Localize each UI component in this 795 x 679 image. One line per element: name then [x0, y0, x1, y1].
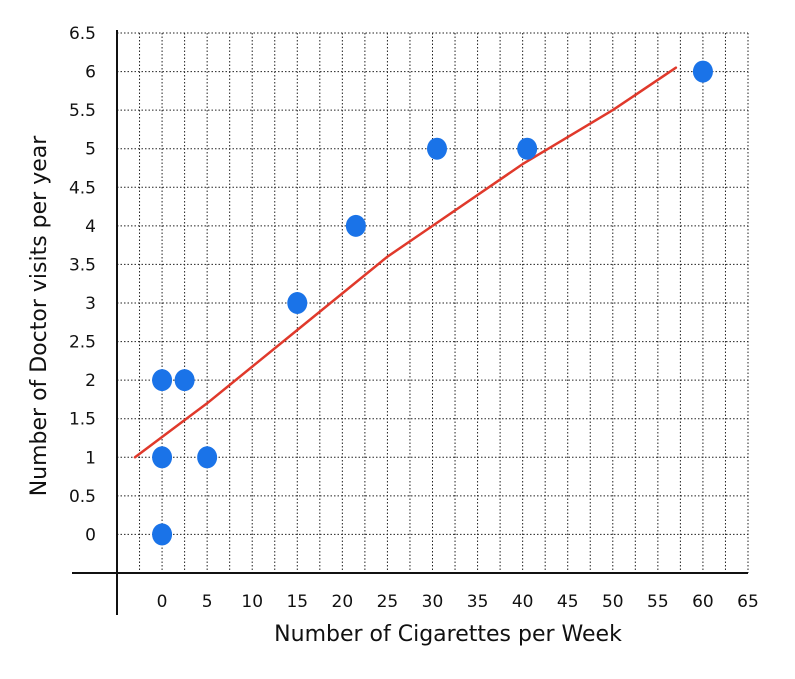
x-tick-label: 20: [332, 592, 354, 612]
x-tick-label: 10: [241, 592, 263, 612]
data-point: [152, 523, 173, 546]
axes: [72, 30, 748, 615]
x-tick-label: 15: [286, 592, 308, 612]
y-tick-label: 2: [85, 371, 96, 391]
trend-line-layer: [133, 66, 678, 459]
y-tick-label: 1: [85, 448, 96, 468]
data-point: [152, 446, 173, 469]
x-tick-label: 40: [512, 592, 534, 612]
grid: [117, 32, 749, 574]
y-tick-label: 3: [85, 294, 96, 314]
x-tick-label: 55: [647, 592, 669, 612]
data-point: [345, 214, 366, 237]
y-axis-title: Number of Doctor visits per year: [27, 135, 52, 497]
x-tick-label: 65: [737, 592, 759, 612]
x-axis-title: Number of Cigarettes per Week: [274, 622, 622, 647]
y-tick-label: 4.5: [69, 178, 96, 198]
x-tick-label: 25: [377, 592, 399, 612]
data-point: [517, 137, 538, 160]
y-tick-label: 0: [85, 525, 96, 545]
data-point: [174, 369, 195, 392]
y-tick-label: 3.5: [69, 255, 96, 275]
trend-line: [133, 66, 678, 459]
data-point: [427, 137, 448, 160]
data-point: [287, 292, 308, 314]
y-tick-label: 5: [85, 140, 96, 160]
y-tick-label: 6.5: [69, 24, 96, 44]
x-tick-label: 5: [202, 592, 213, 612]
y-tick-label: 4: [85, 217, 96, 237]
data-point: [152, 369, 173, 392]
y-tick-label: 6: [85, 63, 96, 83]
x-tick-label: 35: [467, 592, 489, 612]
x-tick-label: 60: [692, 592, 714, 612]
y-tick-label: 5.5: [69, 101, 96, 121]
data-point: [692, 60, 713, 83]
data-point: [197, 446, 218, 469]
x-tick-label: 45: [557, 592, 579, 612]
tick-labels: 0 5 10 15 20 25 30 35 40 45 50 55 60 6500.511.522.533…: [69, 24, 759, 612]
y-tick-label: 0.5: [69, 487, 96, 507]
x-tick-label: 50: [602, 592, 624, 612]
y-tick-label: 1.5: [69, 410, 96, 430]
y-tick-label: 2.5: [69, 333, 96, 353]
x-tick-label: 30: [422, 592, 444, 612]
x-tick-label: 0: [157, 592, 168, 612]
data-points: [152, 60, 713, 546]
